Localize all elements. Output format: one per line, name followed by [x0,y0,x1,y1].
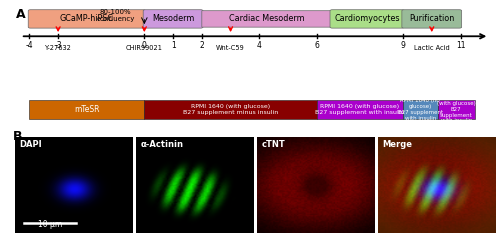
Text: RPMI 1640 (no
glucose)
B27 supplement
with insulin: RPMI 1640 (no glucose) B27 supplement wi… [398,98,443,121]
Text: 6: 6 [314,41,319,50]
Text: DAPI: DAPI [20,140,42,149]
Text: -3: -3 [54,41,62,50]
Text: 9: 9 [400,41,406,50]
Text: Cardiac Mesoderm: Cardiac Mesoderm [228,14,304,24]
Text: Cardiomyocytes: Cardiomyocytes [334,14,400,24]
Text: 0: 0 [142,41,147,50]
Text: 10 μm: 10 μm [38,220,62,229]
Bar [144,100,317,119]
Text: Purification: Purification [409,14,455,24]
FancyBboxPatch shape [402,10,462,28]
Polygon shape [202,11,346,27]
Text: cTNT: cTNT [262,140,285,149]
FancyBboxPatch shape [28,10,146,28]
Text: RPMI 1640 (with glucose)
B27 supplement minus insulin: RPMI 1640 (with glucose) B27 supplement … [183,104,278,115]
Bar [317,100,403,119]
Text: B: B [12,130,22,143]
Text: Y-27632: Y-27632 [44,45,72,51]
Text: α-Actinin: α-Actinin [140,140,184,149]
Text: 80-100%
confluency: 80-100% confluency [96,9,135,23]
FancyBboxPatch shape [143,10,203,28]
Text: GCaMP-hiPSC: GCaMP-hiPSC [60,14,114,24]
Text: Merge: Merge [382,140,412,149]
Text: mTeSR: mTeSR [74,105,100,114]
Text: Wnt-C59: Wnt-C59 [216,45,245,51]
Text: 11: 11 [456,41,466,50]
Text: A: A [16,8,26,21]
Text: 4: 4 [257,41,262,50]
Text: CHIR99021: CHIR99021 [126,45,163,51]
Bar [438,100,475,119]
Text: Mesoderm: Mesoderm [152,14,194,24]
Text: -4: -4 [26,41,33,50]
Text: 1: 1 [170,41,175,50]
Text: Lactic Acid: Lactic Acid [414,45,450,51]
Text: RPMI 1640 (with glucose)
B27 supplement with insulin: RPMI 1640 (with glucose) B27 supplement … [315,104,404,115]
Bar [403,100,438,119]
FancyBboxPatch shape [330,10,404,28]
Text: 2: 2 [200,41,204,50]
Bar [30,100,144,119]
Text: RPMI 1640
(with glucose)
B27
supplement
with insulin: RPMI 1640 (with glucose) B27 supplement … [437,95,476,123]
